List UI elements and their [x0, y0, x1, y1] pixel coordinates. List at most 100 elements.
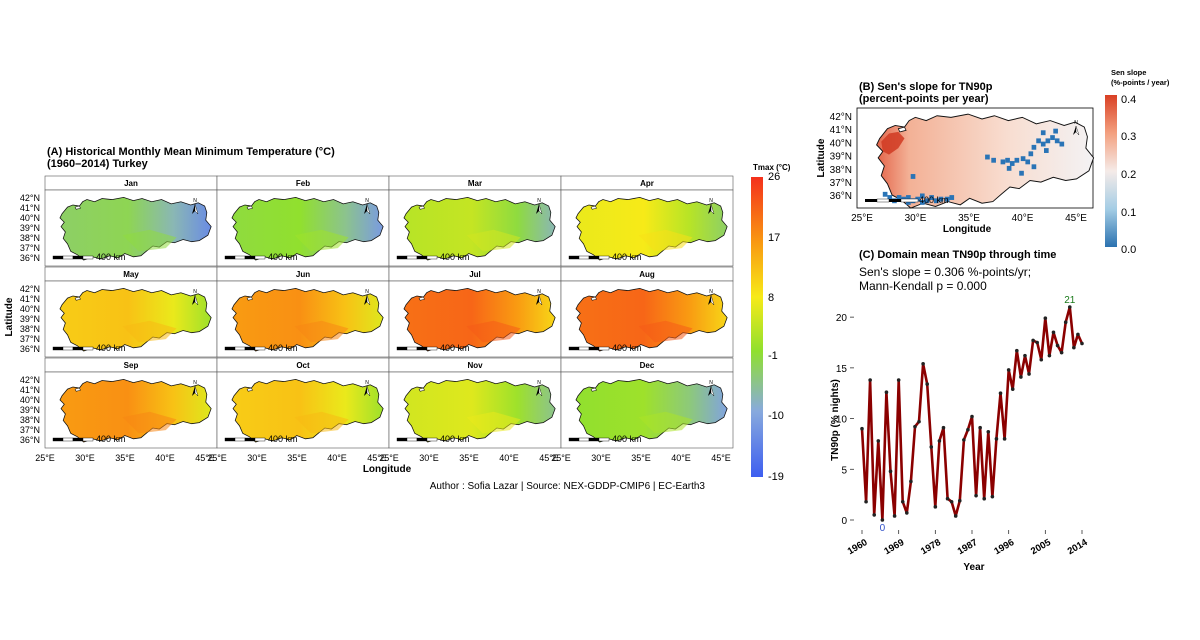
lat-tick-label: 36°N: [20, 253, 40, 263]
facet-warm-region: [466, 320, 521, 343]
legend-a-tick: 17: [768, 232, 780, 244]
lon-tick-label: 30°E: [905, 213, 927, 224]
north-arrow-icon: [192, 386, 195, 396]
lon-tick-label: 45°E: [195, 453, 215, 463]
legend-a-title: Tmax (°C): [753, 163, 791, 172]
panel-b: (B) Sen's slope for TN90p (percent-point…: [816, 68, 1170, 256]
negative-slope-cell: [882, 191, 888, 197]
legend-a-tick: 26: [768, 171, 780, 183]
y-tick-label: 20: [836, 313, 848, 324]
x-tick-label: 1969: [882, 537, 906, 557]
scale-bar-segment: [62, 255, 74, 260]
north-arrow-icon: [710, 385, 715, 397]
legend-b-tick: 0.3: [1121, 131, 1136, 143]
panel-a-xlabel: Longitude: [363, 464, 412, 475]
negative-slope-cell: [1040, 141, 1046, 147]
scale-bar-segment: [72, 255, 84, 260]
month-facet-jan: Jan N 400 km: [44, 175, 218, 267]
data-point: [876, 439, 881, 443]
data-point: [929, 445, 934, 449]
month-facet-apr: Apr N 400 km: [560, 175, 734, 267]
negative-slope-cell: [1009, 161, 1015, 166]
data-point: [1059, 350, 1064, 355]
north-arrow-icon: [364, 295, 367, 305]
lat-tick-label: 39°N: [20, 405, 40, 415]
lon-tick-label: 30°E: [247, 453, 267, 463]
marmara-sea: [246, 296, 253, 301]
scale-bar-segment: [578, 346, 590, 351]
data-point: [957, 498, 962, 503]
lon-tick-label: 40°E: [1012, 213, 1034, 224]
month-facet-may: May N 400 km: [44, 266, 218, 358]
lat-tick-label: 42°N: [20, 375, 40, 385]
facet-turkey-map: [231, 378, 384, 443]
north-label: N: [193, 289, 197, 295]
marmara-sea: [590, 296, 597, 301]
scale-bar-segment: [588, 437, 600, 442]
data-point: [1019, 375, 1023, 379]
scalebar-label: 400 km: [96, 343, 126, 353]
negative-slope-cell: [1059, 141, 1065, 147]
lat-tick-label: 41°N: [20, 385, 40, 395]
scale-bar-segment: [62, 346, 74, 351]
marmara-sea: [246, 387, 253, 392]
scale-bar-segment: [224, 255, 236, 260]
negative-slope-cell: [1031, 144, 1037, 150]
scalebar-label: 400 km: [612, 252, 642, 262]
north-arrow-icon: [192, 295, 195, 305]
scale-bar-segment: [72, 346, 84, 351]
panel-b-title-line1: (B) Sen's slope for TN90p: [859, 81, 993, 93]
y-tick-label: 0: [841, 516, 847, 527]
lat-tick-label: 36°N: [20, 435, 40, 445]
north-arrow-icon: [536, 204, 539, 214]
lat-tick-label: 40°N: [20, 395, 40, 405]
panel-c-xlabel: Year: [963, 562, 984, 573]
scale-bar-segment: [568, 346, 580, 351]
data-point: [917, 419, 921, 424]
panel-c-subtitle-line2: Mann-Kendall p = 0.000: [859, 279, 987, 293]
lat-tick-label: 42°N: [830, 112, 852, 123]
month-facet-oct: Oct N 400 km: [216, 357, 390, 449]
facet-warm-region: [122, 320, 177, 343]
facet-turkey-map: [59, 378, 212, 443]
scale-bar-segment: [426, 346, 438, 351]
scale-bar-segment: [52, 255, 64, 260]
scale-bar-segment: [224, 346, 236, 351]
scale-bar-segment: [426, 255, 438, 260]
data-point: [1002, 437, 1007, 441]
lon-tick-label: 25°E: [207, 453, 227, 463]
month-facet-jul: Jul N 400 km: [388, 266, 562, 358]
negative-slope-cell: [1025, 159, 1031, 165]
data-point: [1067, 305, 1072, 309]
negative-slope-cell: [920, 193, 925, 199]
facet-turkey-map: [403, 196, 556, 261]
lat-tick-label: 36°N: [830, 191, 852, 202]
north-label: N: [709, 289, 713, 295]
lat-tick-label: 37°N: [20, 425, 40, 435]
negative-slope-cell: [1045, 138, 1051, 144]
data-point: [864, 499, 868, 504]
data-point: [1023, 353, 1027, 358]
negative-slope-cell: [924, 198, 930, 204]
scalebar-label: 400 km: [440, 252, 470, 262]
panel-a-title-line2: (1960–2014) Turkey: [47, 158, 149, 170]
marmara-sea: [590, 205, 597, 210]
data-point: [945, 496, 950, 501]
scalebar-label: 400 km: [96, 434, 126, 444]
data-point: [888, 469, 893, 474]
scalebar-label: 400 km: [268, 252, 298, 262]
panel-c-line-chart: 0 5 10 15 20 1960 1969 1978 1987 1996 2005 2014 21 0: [836, 295, 1090, 557]
panel-b-ylabel: Latitude: [816, 138, 827, 177]
data-point: [949, 499, 954, 504]
north-arrow-icon: [536, 386, 539, 396]
data-point: [900, 499, 905, 504]
month-facet-mar: Mar N 400 km: [388, 175, 562, 267]
marmara-sea: [418, 205, 425, 210]
lat-tick-label: 41°N: [20, 203, 40, 213]
lat-tick-label: 37°N: [20, 334, 40, 344]
scale-bar-segment: [416, 346, 428, 351]
facet-warm-region: [466, 229, 521, 252]
north-label: N: [537, 289, 541, 295]
negative-slope-cell: [933, 198, 939, 204]
